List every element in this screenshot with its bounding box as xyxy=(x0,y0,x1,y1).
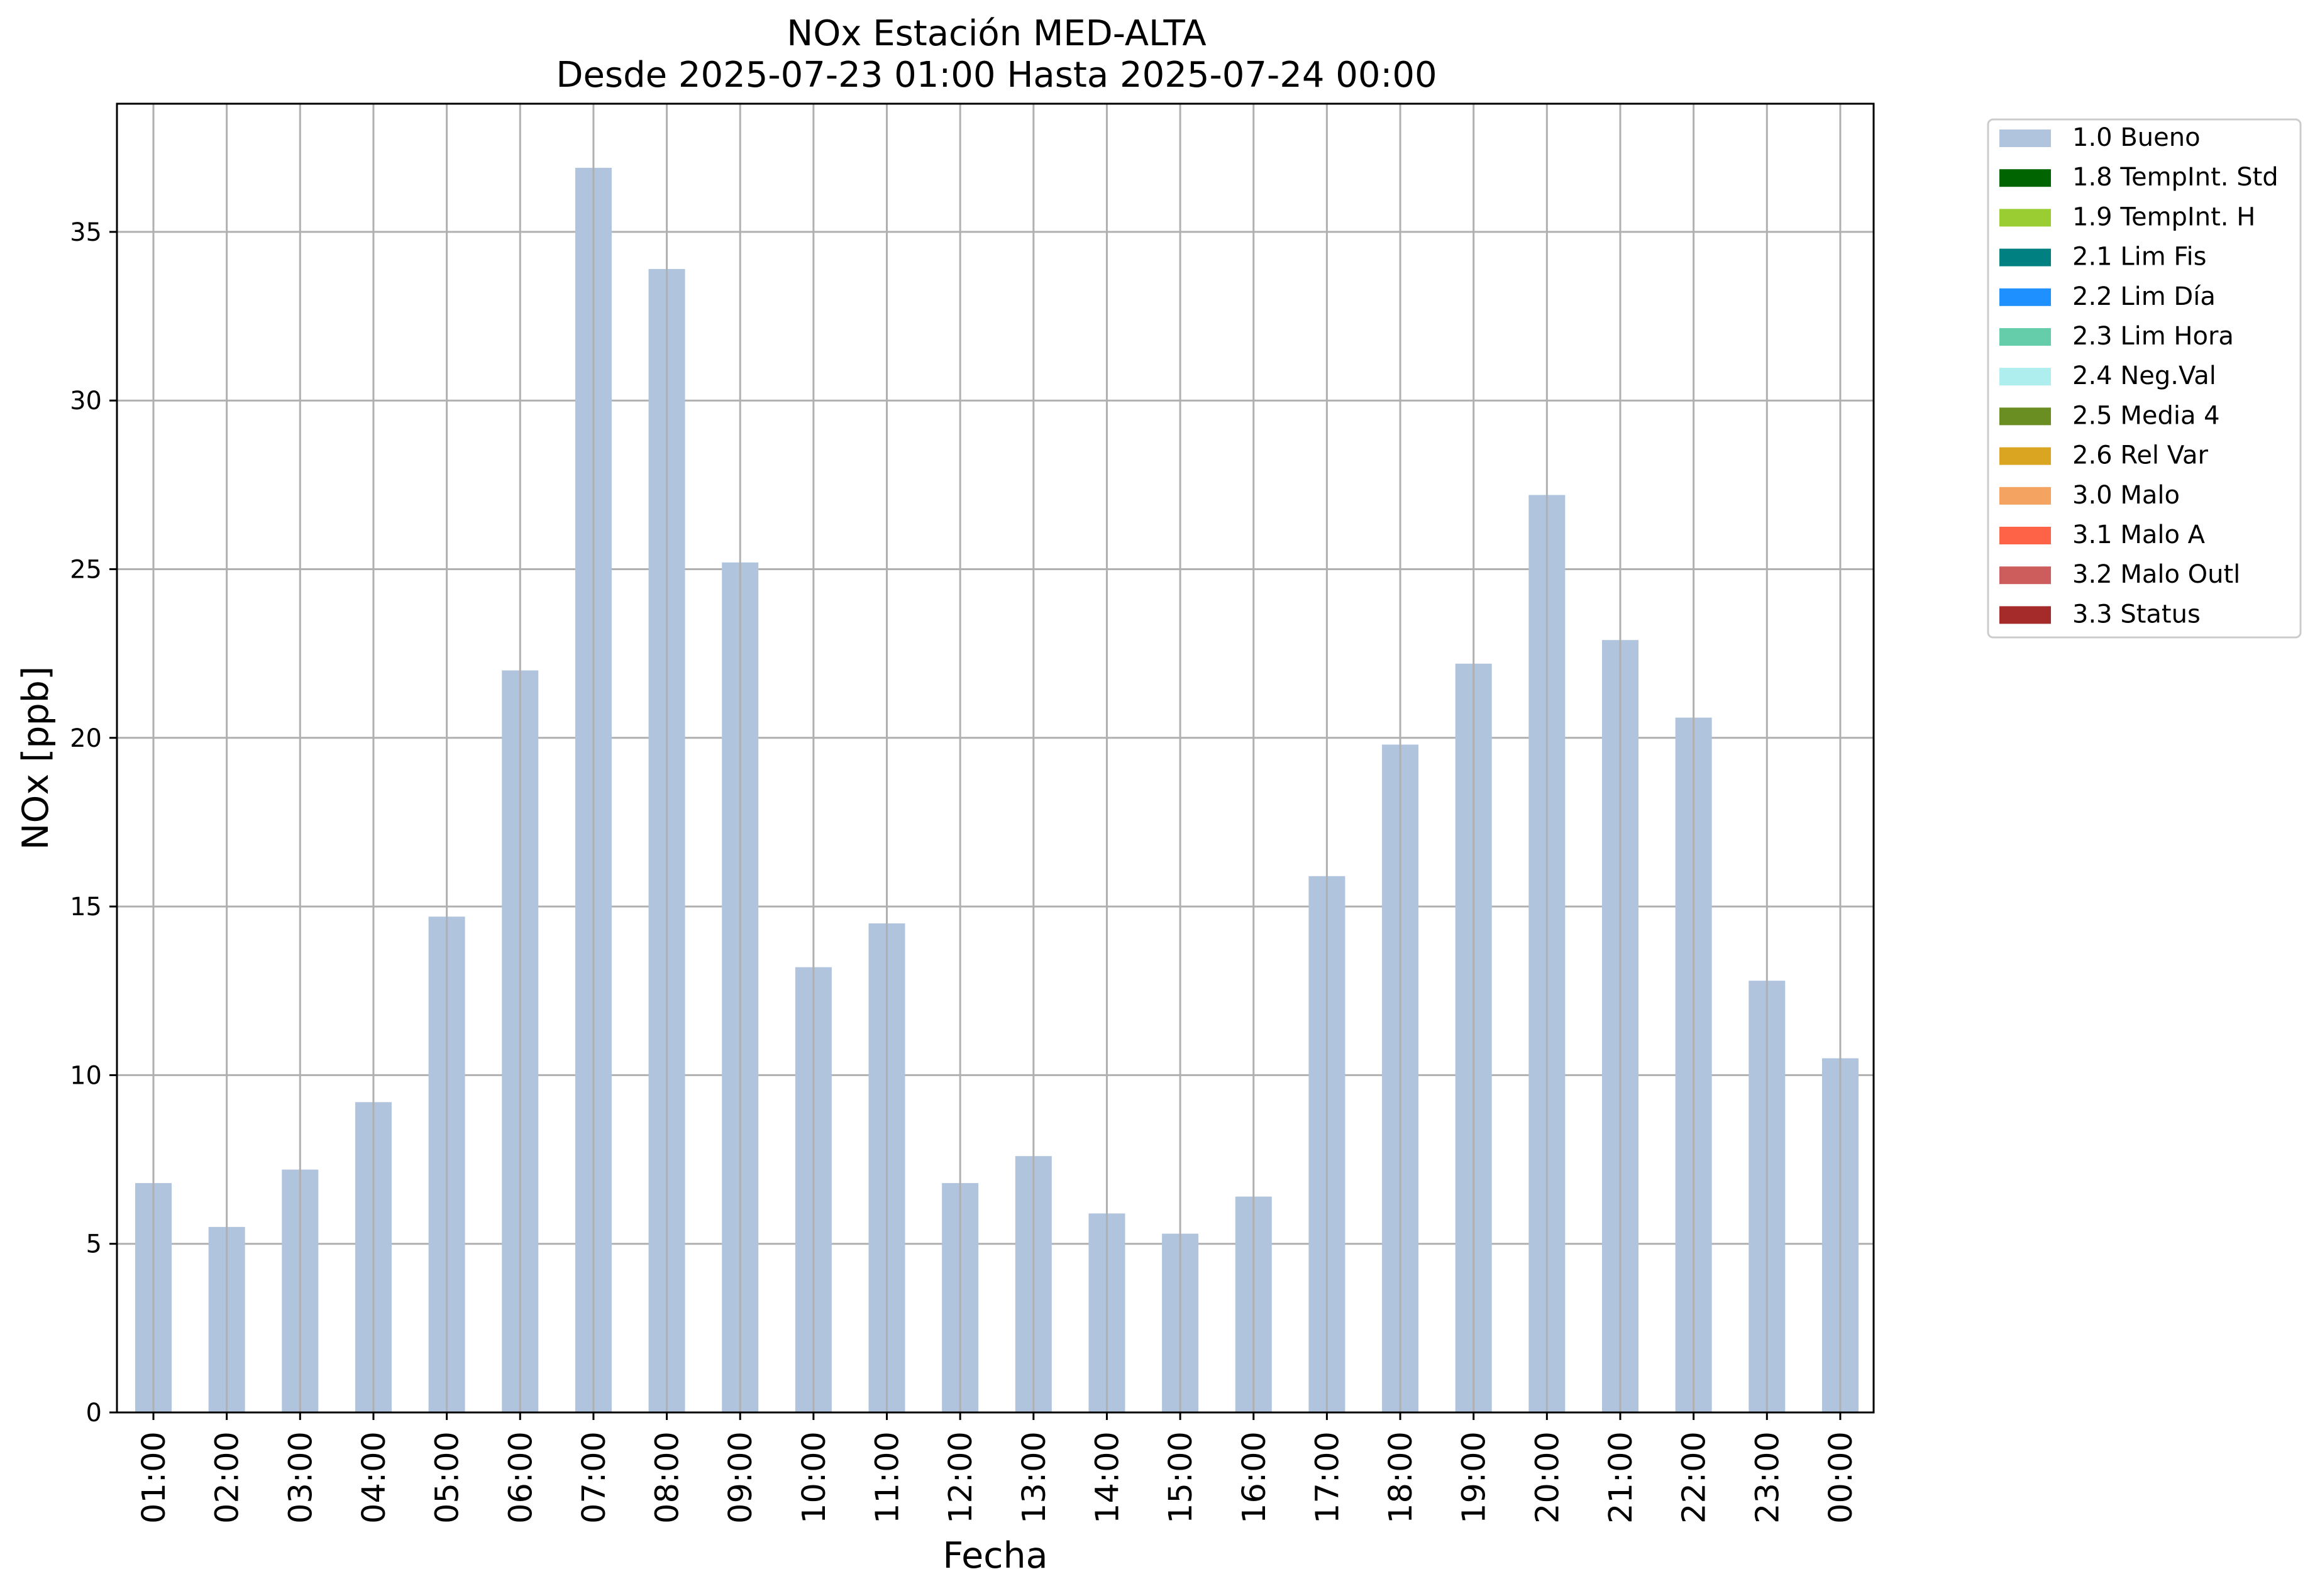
x-tick-label: 20:00 xyxy=(1529,1431,1566,1524)
legend-swatch xyxy=(1999,288,2051,306)
legend-label: 2.5 Media 4 xyxy=(2072,401,2220,430)
legend-swatch xyxy=(1999,169,2051,187)
x-tick-label: 12:00 xyxy=(942,1431,980,1524)
y-axis-label: NOx [ppb] xyxy=(15,666,57,850)
x-tick-label: 17:00 xyxy=(1309,1431,1346,1524)
x-tick-label: 11:00 xyxy=(870,1431,907,1524)
legend-swatch xyxy=(1999,407,2051,426)
legend-label: 3.2 Malo Outl xyxy=(2072,560,2240,589)
chart-title: NOx Estación MED-ALTA xyxy=(787,13,1206,54)
legend-label: 2.6 Rel Var xyxy=(2072,441,2209,470)
legend-swatch xyxy=(1999,248,2051,267)
y-tick-label: 30 xyxy=(70,387,102,416)
x-axis-label: Fecha xyxy=(942,1535,1047,1577)
y-tick-label: 0 xyxy=(86,1399,102,1428)
legend-label: 1.9 TempInt. H xyxy=(2072,202,2255,231)
chart-subtitle: Desde 2025-07-23 01:00 Hasta 2025-07-24 … xyxy=(556,55,1437,96)
legend-swatch xyxy=(1999,129,2051,147)
x-tick-label: 13:00 xyxy=(1016,1431,1053,1524)
x-tick-label: 14:00 xyxy=(1089,1431,1126,1524)
legend-label: 2.3 Lim Hora xyxy=(2072,322,2234,351)
legend-label: 3.3 Status xyxy=(2072,600,2201,629)
x-tick-label: 06:00 xyxy=(502,1431,539,1524)
y-tick-label: 10 xyxy=(70,1061,102,1090)
x-tick-label: 03:00 xyxy=(282,1431,319,1524)
grid-lines xyxy=(117,231,1874,1414)
legend-label: 1.0 Bueno xyxy=(2072,123,2201,152)
legend-swatch xyxy=(1999,328,2051,346)
legend-label: 2.4 Neg.Val xyxy=(2072,361,2216,390)
legend-swatch xyxy=(1999,527,2051,544)
y-tick-label: 5 xyxy=(86,1230,102,1259)
y-tick-label: 20 xyxy=(70,724,102,753)
x-tick-label: 21:00 xyxy=(1603,1431,1640,1524)
legend-swatch xyxy=(1999,566,2051,585)
plot-frame xyxy=(116,102,1875,1414)
x-tick-label: 15:00 xyxy=(1163,1431,1200,1524)
legend-swatch xyxy=(1999,487,2051,505)
legend-label: 2.1 Lim Fis xyxy=(2072,243,2206,272)
legend-label: 3.0 Malo xyxy=(2072,481,2180,510)
x-tick-label: 00:00 xyxy=(1823,1431,1860,1524)
legend-frame xyxy=(1987,118,2302,639)
y-axis-ticks: 0 5 10 15 20 25 30 35 xyxy=(70,218,117,1428)
x-tick-label: 09:00 xyxy=(722,1431,760,1524)
x-tick-label: 19:00 xyxy=(1456,1431,1493,1524)
y-tick-label: 35 xyxy=(70,218,102,247)
x-tick-label: 18:00 xyxy=(1383,1431,1420,1524)
x-tick-label: 07:00 xyxy=(576,1431,613,1524)
legend-swatch xyxy=(1999,368,2051,386)
legend: 1.0 Bueno 1.8 TempInt. Std 1.9 TempInt. H 2… xyxy=(1987,118,2302,639)
x-tick-label: 10:00 xyxy=(796,1431,833,1524)
x-tick-label: 05:00 xyxy=(429,1431,467,1524)
x-tick-label: 08:00 xyxy=(649,1431,687,1524)
x-tick-label: 22:00 xyxy=(1676,1431,1713,1524)
legend-swatch xyxy=(1999,209,2051,227)
legend-swatch xyxy=(1999,606,2051,624)
x-tick-label: 16:00 xyxy=(1236,1431,1273,1524)
x-tick-label: 01:00 xyxy=(136,1431,173,1524)
legend-swatch xyxy=(1999,447,2051,465)
legend-label: 3.1 Malo A xyxy=(2072,520,2206,549)
y-tick-label: 15 xyxy=(70,893,102,922)
x-tick-label: 23:00 xyxy=(1749,1431,1786,1524)
x-tick-label: 04:00 xyxy=(356,1431,393,1524)
x-tick-label: 02:00 xyxy=(209,1431,246,1524)
legend-label: 2.2 Lim Día xyxy=(2072,282,2216,311)
legend-label: 1.8 TempInt. Std xyxy=(2072,163,2279,192)
x-axis-ticks: 01:00 02:00 03:00 04:00 05:00 06:00 07:00 08:00… xyxy=(136,1412,1860,1524)
y-tick-label: 25 xyxy=(70,556,102,585)
vertical-grid-lines xyxy=(152,104,1842,1412)
